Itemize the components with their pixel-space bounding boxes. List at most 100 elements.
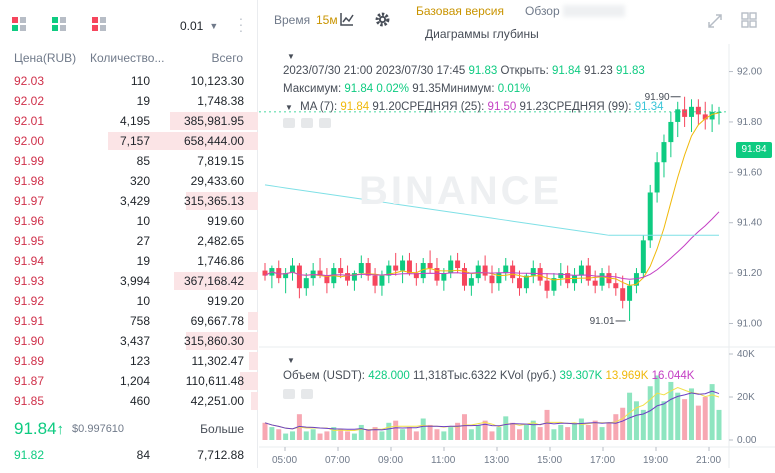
ask-price: 91.91 [14, 314, 45, 328]
gear-icon[interactable] [374, 11, 391, 33]
view-bids-icon[interactable] [52, 17, 66, 31]
total-header: Всего [211, 51, 243, 65]
candle-body [386, 265, 392, 276]
more-options-icon[interactable]: · · · [238, 10, 244, 38]
close-icon[interactable] [319, 117, 331, 128]
quantity-header: Количество... [90, 51, 165, 65]
binance-watermark: BINANCE [359, 169, 563, 213]
collapse-info-icon[interactable]: ▼ [287, 52, 295, 61]
interval-15m[interactable]: 15м [316, 13, 338, 27]
volume-tick-label: 20K [737, 392, 755, 403]
ask-row[interactable]: 92.00 7,157 658,444.00 [0, 131, 258, 151]
ask-total: 919.60 [207, 214, 244, 228]
chart-toolbar: Время 15м Базовая версия Обзор Диаграммы… [259, 0, 775, 44]
bid-total: 7,712.88 [197, 448, 244, 462]
ma7-line [264, 112, 720, 286]
volume-bar [599, 427, 605, 440]
eye-icon[interactable] [283, 388, 295, 399]
depth-bar [174, 272, 258, 290]
candle-body [523, 275, 529, 289]
price-tick-label: 91.40 [737, 218, 762, 229]
candle-body [413, 273, 419, 279]
settings-icon[interactable] [301, 388, 313, 399]
settings-icon[interactable] [301, 117, 313, 128]
order-book-header: Цена(RUB) Количество... Всего [0, 48, 257, 68]
volume-bar [455, 422, 461, 440]
candle-body [585, 265, 591, 281]
ask-row[interactable]: 92.02 19 1,748.38 [0, 91, 258, 111]
volume-bar [338, 429, 344, 440]
ask-row[interactable]: 92.01 4,195 385,981.95 [0, 111, 258, 131]
expand-icon[interactable] [707, 13, 723, 34]
candle-body [640, 240, 646, 274]
chart-canvas[interactable]: 92.00 91.80 91.60 91.40 91.20 91.00 91.90 91.01… [259, 44, 775, 468]
collapse-volume-icon[interactable]: ▼ [287, 356, 295, 365]
eye-icon[interactable] [283, 117, 295, 128]
view-asks-icon[interactable] [92, 17, 106, 31]
tab-basic[interactable]: Базовая версия [416, 4, 504, 18]
time-tick-label: 17:00 [590, 455, 615, 466]
bid-qty: 84 [136, 448, 150, 462]
tab-overview[interactable]: Обзор [525, 4, 560, 18]
ask-row[interactable]: 91.93 3,994 367,168.42 [0, 271, 258, 291]
ask-row[interactable]: 91.87 1,204 110,611.48 [0, 371, 258, 391]
ask-row[interactable]: 91.97 3,429 315,365.13 [0, 191, 258, 211]
candle-body [544, 280, 550, 291]
volume-bar [475, 424, 481, 440]
ask-row[interactable]: 91.91 758 69,667.78 [0, 311, 258, 331]
view-both-icon[interactable] [12, 17, 26, 31]
more-link[interactable]: Больше [200, 422, 244, 436]
info-time: 2023/07/30 17:45 [375, 65, 466, 77]
collapse-ma-icon[interactable]: ▼ [285, 103, 293, 112]
candle-body [558, 273, 564, 279]
candles-icon[interactable] [339, 11, 355, 32]
candle-body [599, 273, 605, 286]
bid-row[interactable]: 91.82 84 7,712.88 [0, 445, 258, 465]
ask-row[interactable]: 91.90 3,437 315,860.30 [0, 331, 258, 351]
volume-bar [351, 433, 357, 440]
volume-bar [517, 429, 523, 440]
ask-row[interactable]: 91.96 10 919.60 [0, 211, 258, 231]
chevron-down-icon: ▼ [209, 21, 219, 31]
ask-row[interactable]: 91.94 19 1,746.86 [0, 251, 258, 271]
depth-bar [108, 132, 258, 150]
volume-bar [441, 431, 447, 440]
precision-select[interactable]: 0.01 ▼ [180, 19, 218, 33]
bid-price: 91.82 [14, 448, 45, 462]
volume-bar [620, 407, 626, 440]
ask-price: 92.00 [14, 134, 45, 148]
candle-body [592, 280, 598, 286]
ask-qty: 320 [129, 174, 150, 188]
volume-tick-label: 0.00 [737, 435, 757, 446]
max-line: Максимум: 91.84 0.02% 91.35Минимум: 0.01… [283, 83, 530, 95]
ask-row[interactable]: 91.85 460 42,251.00 [0, 391, 258, 411]
tab-depth[interactable]: Диаграммы глубины [425, 27, 539, 41]
candle-body [290, 265, 296, 274]
candle-body [434, 268, 440, 281]
ask-row[interactable]: 91.98 320 29,433.60 [0, 171, 258, 191]
ask-price: 91.99 [14, 154, 45, 168]
ma99-line [264, 184, 719, 236]
ask-price: 91.89 [14, 354, 45, 368]
info-date: 2023/07/30 21:00 [283, 65, 373, 77]
ask-row[interactable]: 91.89 123 11,302.47 [0, 351, 258, 371]
ask-row[interactable]: 91.95 27 2,482.65 [0, 231, 258, 251]
time-label[interactable]: Время [274, 13, 311, 27]
candle-body [317, 270, 323, 276]
candle-body [620, 288, 626, 301]
ask-row[interactable]: 91.92 10 919.20 [0, 291, 258, 311]
ask-row[interactable]: 92.03 110 10,123.30 [0, 71, 258, 91]
volume-bar [688, 388, 694, 440]
ask-total: 315,365.13 [183, 194, 244, 208]
candlestick-chart[interactable]: 92.00 91.80 91.60 91.40 91.20 91.00 91.90 91.01… [259, 44, 775, 468]
volume-bar [668, 381, 674, 440]
volume-bar [606, 422, 612, 440]
candle-body [661, 142, 667, 163]
indicator-buttons [283, 117, 337, 129]
grid-icon[interactable] [741, 12, 757, 33]
high-value: 91.23 [584, 65, 613, 77]
candle-body [510, 265, 516, 279]
ask-row[interactable]: 91.99 85 7,819.15 [0, 151, 258, 171]
ask-qty: 19 [136, 94, 150, 108]
depth-bar [250, 392, 258, 410]
